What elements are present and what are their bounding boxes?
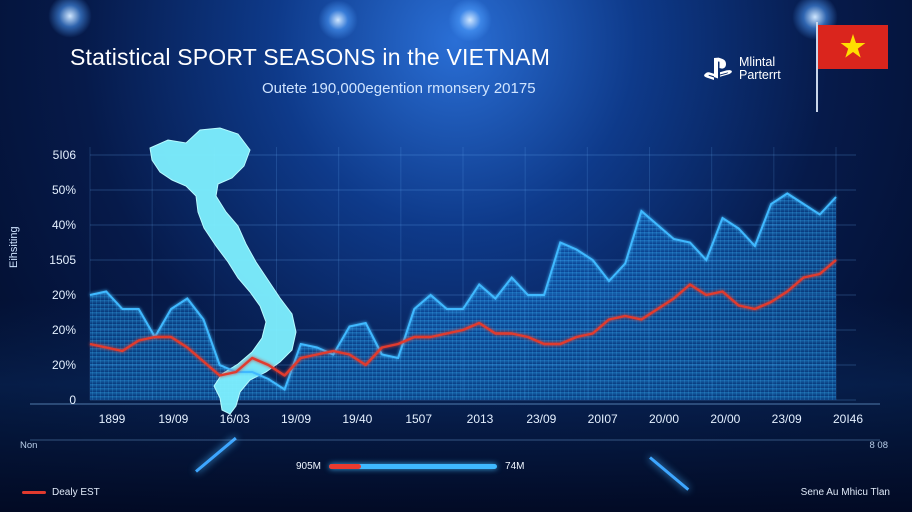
progress-fill	[329, 464, 361, 469]
legend: Dealy EST	[22, 487, 100, 498]
credit-text: Sene Au Mhicu Tlan	[800, 487, 890, 498]
series-line-red	[89, 259, 837, 377]
x-tick-label: 20I07	[588, 412, 618, 426]
vietnam-flag-icon	[818, 25, 888, 69]
x-tick-label: 19/09	[158, 412, 188, 426]
series-area-fill	[90, 193, 836, 400]
corner-label-left: Non	[20, 440, 38, 451]
progress-right-label: 74M	[505, 461, 525, 472]
y-tick-label: 0	[69, 393, 76, 407]
x-tick-label: 19/40	[342, 412, 372, 426]
legend-swatch	[22, 491, 46, 494]
chart-subtitle: Outete 190,000egention rmonsery 20175	[262, 80, 536, 97]
x-tick-label: 16/03	[220, 412, 250, 426]
progress-indicator: 905M 74M	[296, 461, 524, 472]
legend-label: Dealy EST	[52, 487, 100, 498]
flag-star-icon	[840, 34, 866, 58]
brand-text: Mlintal Parterrt	[739, 56, 781, 82]
y-tick-label: 20%	[52, 288, 76, 302]
brand-line-1: Mlintal	[739, 55, 776, 69]
series-line-blue	[89, 192, 837, 392]
progress-left-label: 905M	[296, 461, 322, 472]
x-tick-label: 23/09	[772, 412, 802, 426]
x-tick-label: 1507	[405, 412, 432, 426]
stadium-light	[318, 0, 358, 40]
brand-block: Mlintal Parterrt	[703, 56, 781, 82]
x-tick-label: 1899	[99, 412, 126, 426]
playstation-logo-icon	[704, 57, 732, 80]
x-tick-label: 20/00	[649, 412, 679, 426]
x-tick-label: 20/00	[710, 412, 740, 426]
chart-title: Statistical SPORT SEASONS in the VIETNAM	[70, 44, 551, 70]
y-tick-label: 40%	[52, 218, 76, 232]
y-tick-label: 20%	[52, 323, 76, 337]
brand-line-2: Parterrt	[739, 68, 781, 82]
x-tick-label: 19/09	[281, 412, 311, 426]
y-tick-label: 20%	[52, 358, 76, 372]
progress-track	[329, 464, 498, 469]
y-tick-label: 50%	[52, 183, 76, 197]
x-tick-label: 20I46	[833, 412, 863, 426]
x-tick-label: 2013	[467, 412, 494, 426]
corner-label-right: 8 08	[869, 440, 889, 451]
stadium-light	[448, 0, 492, 42]
series-area	[90, 193, 836, 400]
flag-pole	[816, 22, 818, 112]
y-tick-label: 1505	[49, 253, 76, 267]
stadium-light	[48, 0, 92, 38]
vietnam-map-icon	[149, 127, 297, 415]
y-tick-label: 5I06	[53, 148, 77, 162]
x-tick-label: 23/09	[526, 412, 556, 426]
